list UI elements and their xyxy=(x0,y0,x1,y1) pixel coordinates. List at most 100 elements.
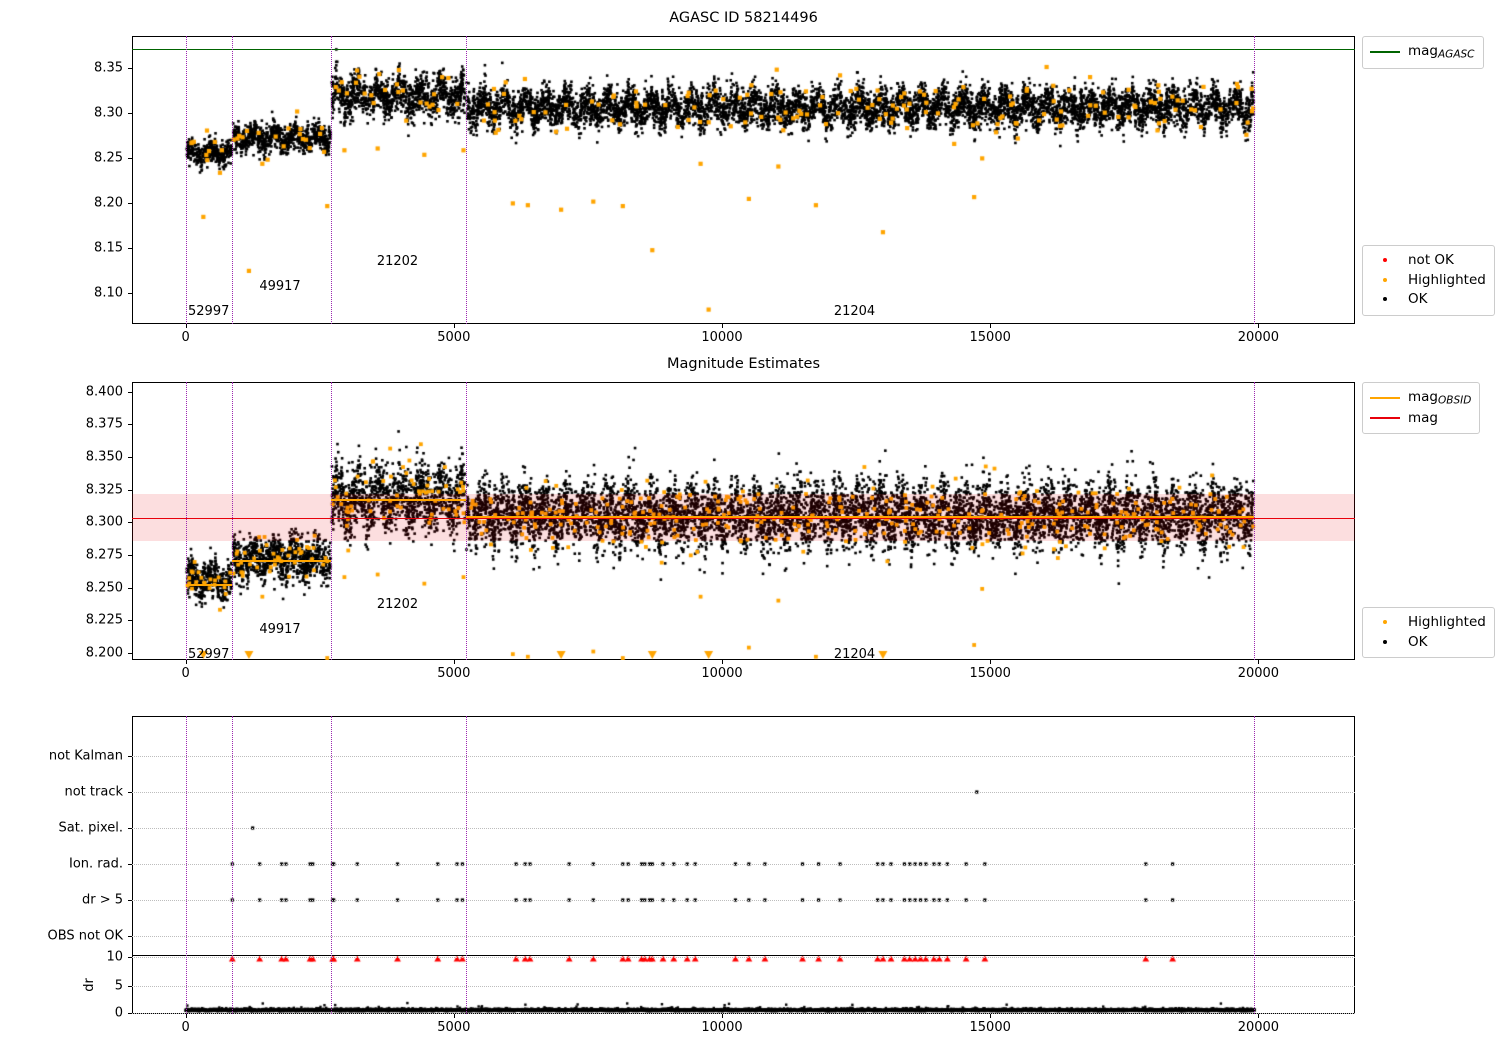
panel1-ytick-label: 8.10 xyxy=(94,285,123,300)
dr-gridline xyxy=(132,1013,1355,1014)
panel1-xtick-mark xyxy=(722,324,723,328)
panel2-ytick-mark xyxy=(128,587,132,589)
panel1-ytick-label: 8.25 xyxy=(94,150,123,165)
panel-magnitude-estimates: 52997 49917 21202 21204 xyxy=(132,382,1355,662)
mag-line xyxy=(132,517,1355,519)
black-dot-swatch-icon xyxy=(1370,290,1400,310)
panel2-ytick-mark xyxy=(128,652,132,654)
dr-ytick-label: 10 xyxy=(106,949,123,965)
panel3-xtick-label: 10000 xyxy=(701,1020,743,1035)
panel2-scatter-canvas xyxy=(132,382,1355,660)
obsid-divider-line xyxy=(185,36,187,324)
flag-gridline xyxy=(132,756,1355,757)
flag-ytick-mark xyxy=(128,792,132,793)
panel3-xtick-label: 20000 xyxy=(1237,1020,1280,1035)
flag-label-dr-5: dr > 5 xyxy=(81,892,123,908)
panel2-ytick-mark xyxy=(128,424,132,426)
legend-item-highlighted: Highlighted xyxy=(1370,271,1486,291)
dr-gridline xyxy=(132,986,1355,987)
flag-gridline xyxy=(132,900,1355,901)
panel3-xtick-label: 0 xyxy=(181,1020,190,1035)
legend-point-classes-middle[interactable]: Highlighted OK xyxy=(1362,607,1495,659)
obsid-divider-line xyxy=(1254,382,1256,660)
legend-item-not-ok: not OK xyxy=(1370,251,1486,271)
orange-dot-swatch-icon xyxy=(1370,613,1400,633)
legend-label-ok: OK xyxy=(1408,291,1428,308)
mag-obsid-line-52997 xyxy=(185,584,233,587)
obsid-divider-line xyxy=(232,716,234,1014)
green-line-swatch-icon xyxy=(1370,51,1400,54)
panel3-xtick-label: 15000 xyxy=(969,1020,1011,1035)
legend-label-mag-obsid: magOBSID xyxy=(1408,389,1472,407)
dr-ytick-mark xyxy=(128,1013,132,1014)
panel1-xtick-mark xyxy=(185,324,187,328)
flag-label-not-track: not track xyxy=(64,784,123,800)
legend-item-ok: OK xyxy=(1370,290,1486,310)
page-title: AGASC ID 58214496 xyxy=(669,10,818,26)
legend-mag-lines[interactable]: magOBSID mag xyxy=(1362,382,1481,435)
obsid-divider-line xyxy=(465,382,467,660)
panel2-ytick-mark xyxy=(128,554,132,556)
flag-ytick-mark xyxy=(128,828,132,829)
panel-magnitude-vs-time: 52997 49917 21202 21204 xyxy=(132,36,1355,324)
mag-obsid-line-49917 xyxy=(232,560,331,563)
legend-item-ok-2: OK xyxy=(1370,633,1486,653)
legend-label-highlighted: Highlighted xyxy=(1408,271,1486,288)
legend-item-mag-agasc: magAGASC xyxy=(1370,42,1475,63)
panel2-xtick-label: 15000 xyxy=(969,666,1011,681)
obsid-divider-line xyxy=(232,36,234,324)
panel1-xtick-mark xyxy=(990,324,992,328)
mag-obsid-line-21202 xyxy=(331,498,466,501)
panel1-scatter-canvas xyxy=(132,36,1355,324)
legend-label-ok-2: OK xyxy=(1408,633,1428,650)
mag-obsid-line-21204 xyxy=(465,515,1255,518)
obsid-divider-line xyxy=(185,382,187,660)
panel3-xtick-label: 5000 xyxy=(437,1020,471,1035)
panel2-ytick-label: 8.300 xyxy=(85,514,123,530)
panel2-overlay: 52997 49917 21202 21204 xyxy=(132,382,1355,662)
panel1-ytick-mark xyxy=(128,112,132,114)
panel1-xtick-mark xyxy=(1258,324,1260,328)
panel2-ytick-label: 8.325 xyxy=(85,482,123,498)
flag-ytick-mark xyxy=(128,864,132,865)
obsid-label-52997: 52997 xyxy=(188,647,230,662)
panel2-ytick-label: 8.400 xyxy=(85,384,123,400)
legend-label-mag: mag xyxy=(1408,409,1438,426)
obsid-divider-line xyxy=(331,36,332,324)
flag-gridline xyxy=(132,828,1355,829)
dr-gridline xyxy=(132,957,1355,958)
legend-item-mag-obsid: magOBSID xyxy=(1370,388,1471,409)
panel2-xtick-mark xyxy=(185,660,187,664)
legend-mag-agasc[interactable]: magAGASC xyxy=(1362,36,1484,69)
panel1-xtick-label: 5000 xyxy=(437,330,471,345)
panel1-ytick-mark xyxy=(128,202,132,204)
flag-gridline xyxy=(132,864,1355,865)
black-dot-swatch-icon xyxy=(1370,633,1400,653)
panel3-xtick-mark xyxy=(990,1014,992,1018)
panel1-ytick-label: 8.20 xyxy=(94,195,123,210)
panel2-ytick-label: 8.200 xyxy=(85,645,123,661)
panel1-ytick-label: 8.35 xyxy=(94,60,123,75)
panel2-ytick-label: 8.350 xyxy=(85,449,123,465)
panel2-xtick-label: 10000 xyxy=(701,666,743,681)
obsid-divider-line xyxy=(465,36,467,324)
obsid-divider-line xyxy=(232,382,234,660)
panel1-ytick-mark xyxy=(128,67,132,69)
panel1-ytick-mark xyxy=(128,157,132,159)
obsid-label-49917: 49917 xyxy=(259,279,301,294)
obsid-label-21202: 21202 xyxy=(376,254,419,269)
panel1-xtick-label: 0 xyxy=(181,330,190,345)
flag-label-obs-not-ok: OBS not OK xyxy=(47,928,124,944)
panel1-ytick-label: 8.15 xyxy=(94,240,123,255)
obsid-divider-line xyxy=(185,716,187,1014)
panel2-xtick-label: 0 xyxy=(181,666,190,681)
legend-item-mag: mag xyxy=(1370,409,1471,429)
obsid-divider-line xyxy=(1254,36,1256,324)
panel1-ytick-mark xyxy=(128,292,132,294)
panel2-title: Magnitude Estimates xyxy=(666,356,821,372)
panel2-ytick-mark xyxy=(128,457,132,458)
panel1-xtick-label: 20000 xyxy=(1237,330,1280,345)
legend-label-mag-agasc: magAGASC xyxy=(1408,43,1475,61)
flag-ytick-mark xyxy=(128,936,132,937)
legend-point-classes-top[interactable]: not OK Highlighted OK xyxy=(1362,245,1495,316)
